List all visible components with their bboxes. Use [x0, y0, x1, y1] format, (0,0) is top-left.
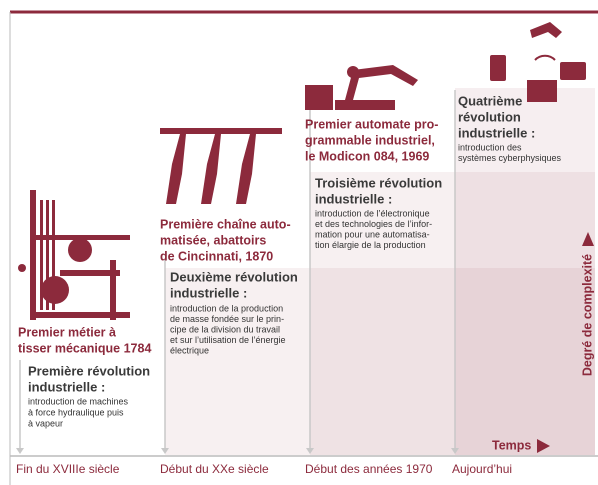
revolution-description: à vapeur — [28, 418, 63, 428]
robot-icon — [305, 65, 418, 110]
revolution-title: Quatrième — [458, 93, 522, 108]
revolution-title: industrielle : — [28, 379, 105, 394]
chain-icon — [160, 128, 282, 204]
revolution-title: révolution — [458, 109, 521, 124]
era-label: Fin du XVIIIe siècle — [16, 462, 120, 476]
invention-title: tisser mécanique 1784 — [18, 341, 151, 355]
revolution-title: industrielle : — [170, 285, 247, 300]
revolution-title: Première révolution — [28, 363, 150, 378]
step-area — [165, 268, 595, 455]
revolution-description: systèmes cyberphysiques — [458, 153, 562, 163]
invention-title: matisée, abattoirs — [160, 233, 266, 247]
revolution-title: industrielle : — [458, 125, 535, 140]
revolution-title: Troisième révolution — [315, 175, 442, 190]
revolution-description: introduction des — [458, 142, 522, 152]
y-arrow — [582, 232, 594, 246]
revolution-description: électrique — [170, 345, 209, 355]
invention-title: Premier métier à — [18, 325, 116, 339]
revolution-description: cipe de la division du travail — [170, 324, 280, 334]
revolution-description: tion élargie de la production — [315, 240, 426, 250]
revolution-description: à force hydraulique puis — [28, 407, 124, 417]
revolution-title: Deuxième révolution — [170, 269, 298, 284]
era-label: Début des années 1970 — [305, 462, 433, 476]
revolution-description: introduction de l’électronique — [315, 208, 430, 218]
loom-icon — [18, 190, 130, 320]
invention-title: Première chaîne auto- — [160, 217, 291, 231]
revolution-description: et des technologies de l’infor- — [315, 219, 432, 229]
step-area — [455, 88, 595, 455]
y-label: Degré de complexité — [580, 254, 594, 376]
revolution-title: industrielle : — [315, 191, 392, 206]
x-arrow — [537, 439, 550, 453]
era-label: Début du XXe siècle — [160, 462, 269, 476]
invention-title: le Modicon 084, 1969 — [305, 149, 429, 163]
step-area — [310, 172, 595, 455]
revolution-description: de masse fondée sur le prin- — [170, 314, 284, 324]
era-label: Aujourd’hui — [452, 462, 512, 476]
revolution-description: mation pour une automatisa- — [315, 229, 430, 239]
stage-lines — [19, 90, 456, 450]
invention-title: grammable industriel, — [305, 133, 435, 147]
invention-title: Premier automate pro- — [305, 117, 438, 131]
revolution-description: et sur l’utilisation de l’énergie — [170, 335, 286, 345]
x-label: Temps — [492, 438, 531, 452]
invention-title: de Cincinnati, 1870 — [160, 249, 273, 263]
revolution-description: introduction de la production — [170, 303, 283, 313]
stage-arrows — [16, 448, 459, 454]
devices-icon — [490, 22, 586, 102]
revolution-description: introduction de machines — [28, 396, 129, 406]
